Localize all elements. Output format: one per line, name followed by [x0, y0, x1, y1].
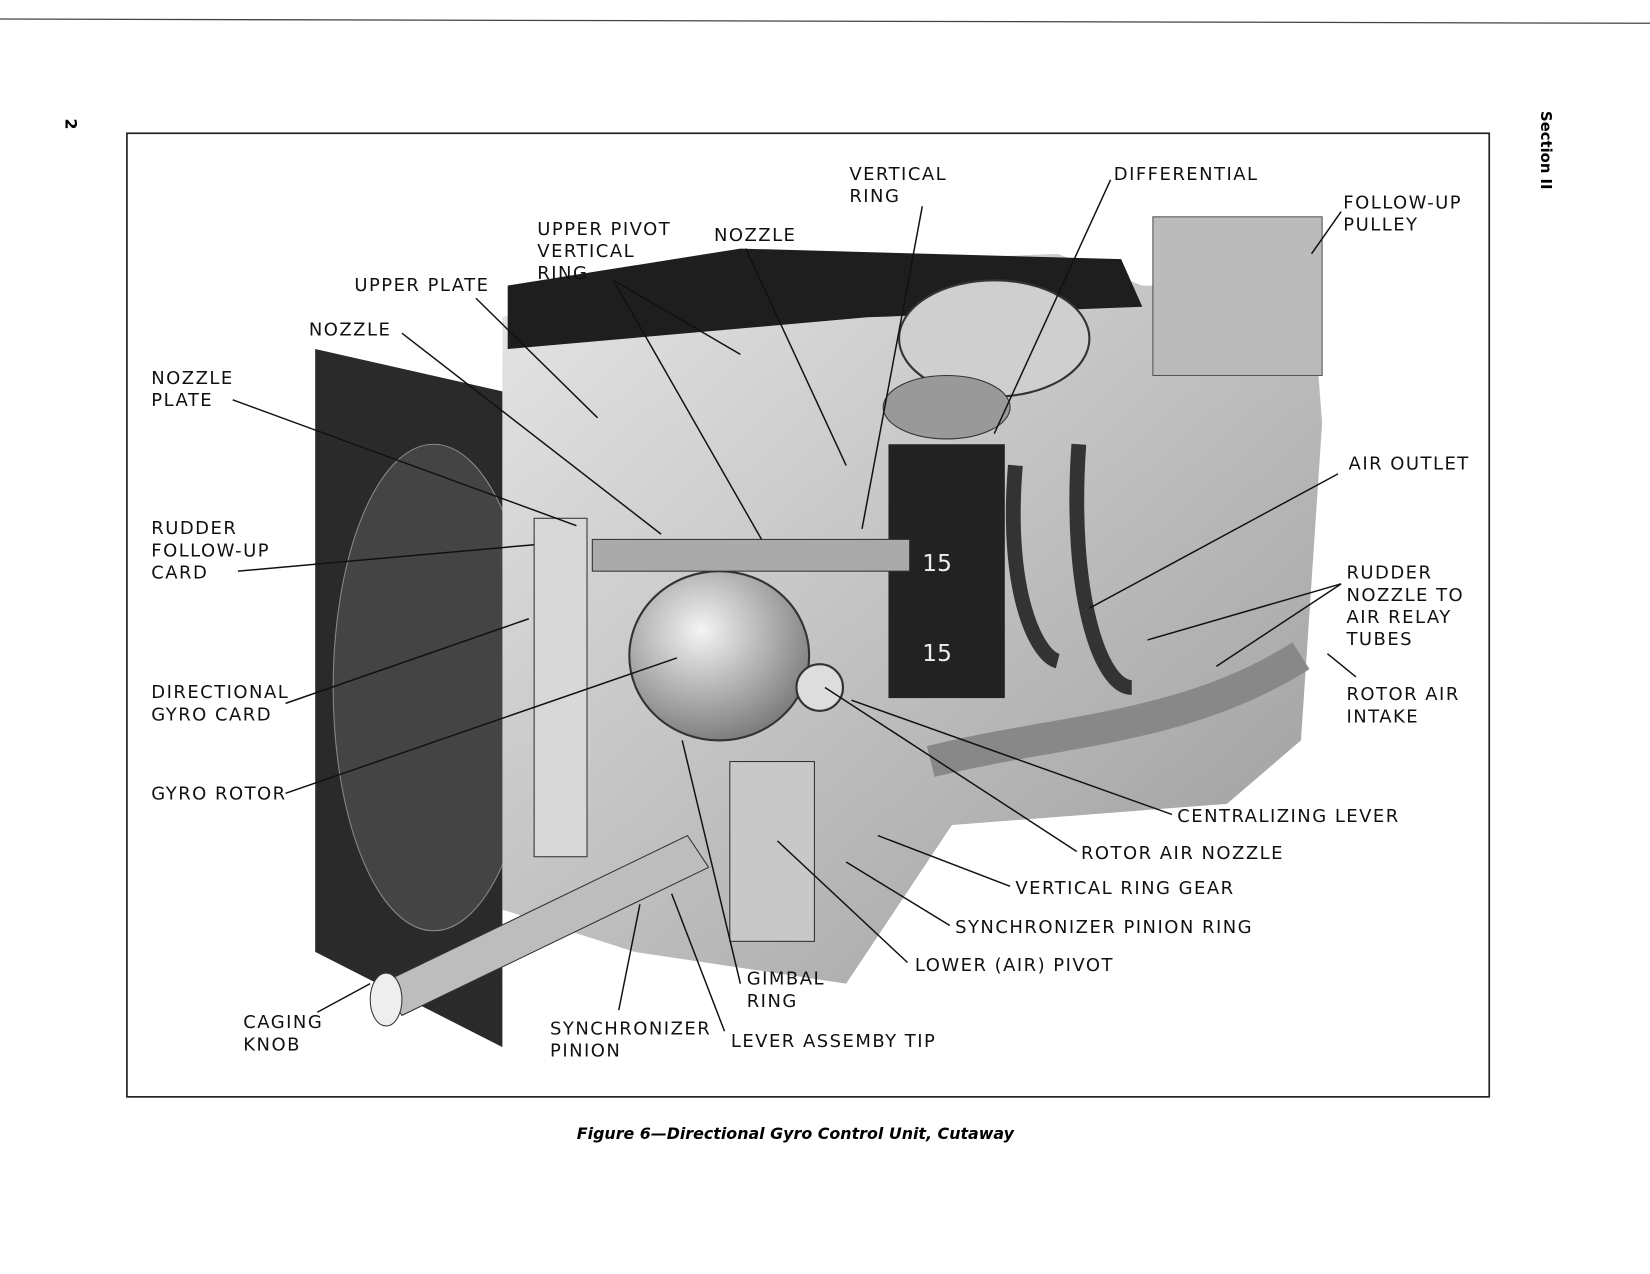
callout-label: NOZZLE: [714, 225, 796, 246]
callout-label: LOWER (AIR) PIVOT: [915, 955, 1114, 976]
leader-line: [285, 618, 530, 705]
callout-label: ROTOR AIR: [1346, 684, 1459, 705]
callout-label: FOLLOW-UP: [1343, 192, 1462, 213]
callout-label: AIR RELAY: [1346, 607, 1451, 628]
callout-label: GIMBAL: [747, 969, 825, 990]
callout-label: RING: [747, 991, 798, 1012]
callout-label: CAGING: [243, 1012, 323, 1033]
leader-line: [776, 840, 909, 964]
leader-line: [861, 206, 924, 529]
callout-label: SYNCHRONIZER: [550, 1018, 711, 1039]
callout-label: RING: [849, 186, 900, 207]
callout-label: AIR OUTLET: [1349, 454, 1470, 475]
callout-label: GYRO CARD: [151, 704, 272, 725]
leader-line: [851, 699, 1173, 816]
svg-text:15: 15: [922, 550, 952, 577]
callout-label: RUDDER: [151, 518, 237, 539]
leader-line: [877, 834, 1011, 888]
callout-label: RUDDER: [1346, 563, 1432, 584]
callout-label: GYRO ROTOR: [151, 784, 286, 805]
callout-label: PLATE: [151, 390, 213, 411]
callout-label: UPPER PIVOT: [537, 219, 671, 240]
leader-line: [475, 297, 599, 419]
top-rule: [0, 18, 1650, 24]
page-number: 2: [62, 118, 81, 129]
callout-label: ROTOR AIR NOZZLE: [1081, 843, 1284, 864]
callout-label: KNOB: [243, 1034, 301, 1055]
leader-line: [845, 861, 951, 927]
callout-label: NOZZLE TO: [1346, 585, 1464, 606]
figure-frame: [126, 132, 1491, 1098]
leader-line: [1147, 583, 1342, 641]
callout-label: TUBES: [1345, 629, 1413, 650]
leader-line: [612, 279, 763, 540]
callout-label: NOZZLE: [151, 368, 233, 389]
svg-text:15: 15: [922, 640, 952, 667]
callout-label: DIRECTIONAL: [151, 682, 289, 703]
leader-line: [1215, 583, 1342, 667]
leader-line: [745, 248, 847, 466]
leader-line: [1326, 653, 1357, 678]
callout-label: INTAKE: [1346, 706, 1419, 727]
callout-label: NOZZLE: [309, 319, 391, 340]
leader-line: [1310, 211, 1342, 255]
callout-label: CENTRALIZING LEVER: [1177, 806, 1400, 827]
leader-line: [993, 179, 1112, 434]
callout-label: RING: [537, 263, 588, 284]
figure-caption: Figure 6—Directional Gyro Control Unit, …: [577, 1124, 1015, 1143]
leader-line: [824, 686, 1078, 853]
leader-line: [1089, 473, 1339, 609]
callout-label: VERTICAL RING GEAR: [1015, 878, 1234, 899]
leader-line: [316, 983, 371, 1013]
callout-label: UPPER PLATE: [354, 275, 489, 296]
illustration: 15 15: [315, 216, 1323, 1048]
callout-label: FOLLOW-UP: [151, 540, 270, 561]
callouts: VERTICALRINGDIFFERENTIALFOLLOW-UPPULLEYU…: [151, 164, 1470, 1062]
callout-label: CARD: [151, 563, 208, 584]
leader-line: [681, 740, 742, 984]
leader-line: [613, 279, 741, 355]
leader-line: [232, 399, 577, 527]
leader-line: [237, 543, 535, 572]
callout-label: VERTICAL: [849, 164, 947, 185]
callout-label: PULLEY: [1343, 215, 1418, 236]
leader-line: [401, 332, 662, 535]
leader-line: [618, 904, 641, 1011]
leader-line: [285, 657, 678, 794]
callout-label: SYNCHRONIZER PINION RING: [955, 917, 1253, 938]
callout-label: DIFFERENTIAL: [1114, 164, 1259, 185]
callout-label: LEVER ASSEMBY TIP: [731, 1031, 936, 1052]
leader-line: [670, 893, 726, 1032]
callout-label: PINION: [550, 1041, 621, 1062]
callout-label: VERTICAL: [537, 241, 635, 262]
section-label: Section II: [1537, 111, 1554, 189]
